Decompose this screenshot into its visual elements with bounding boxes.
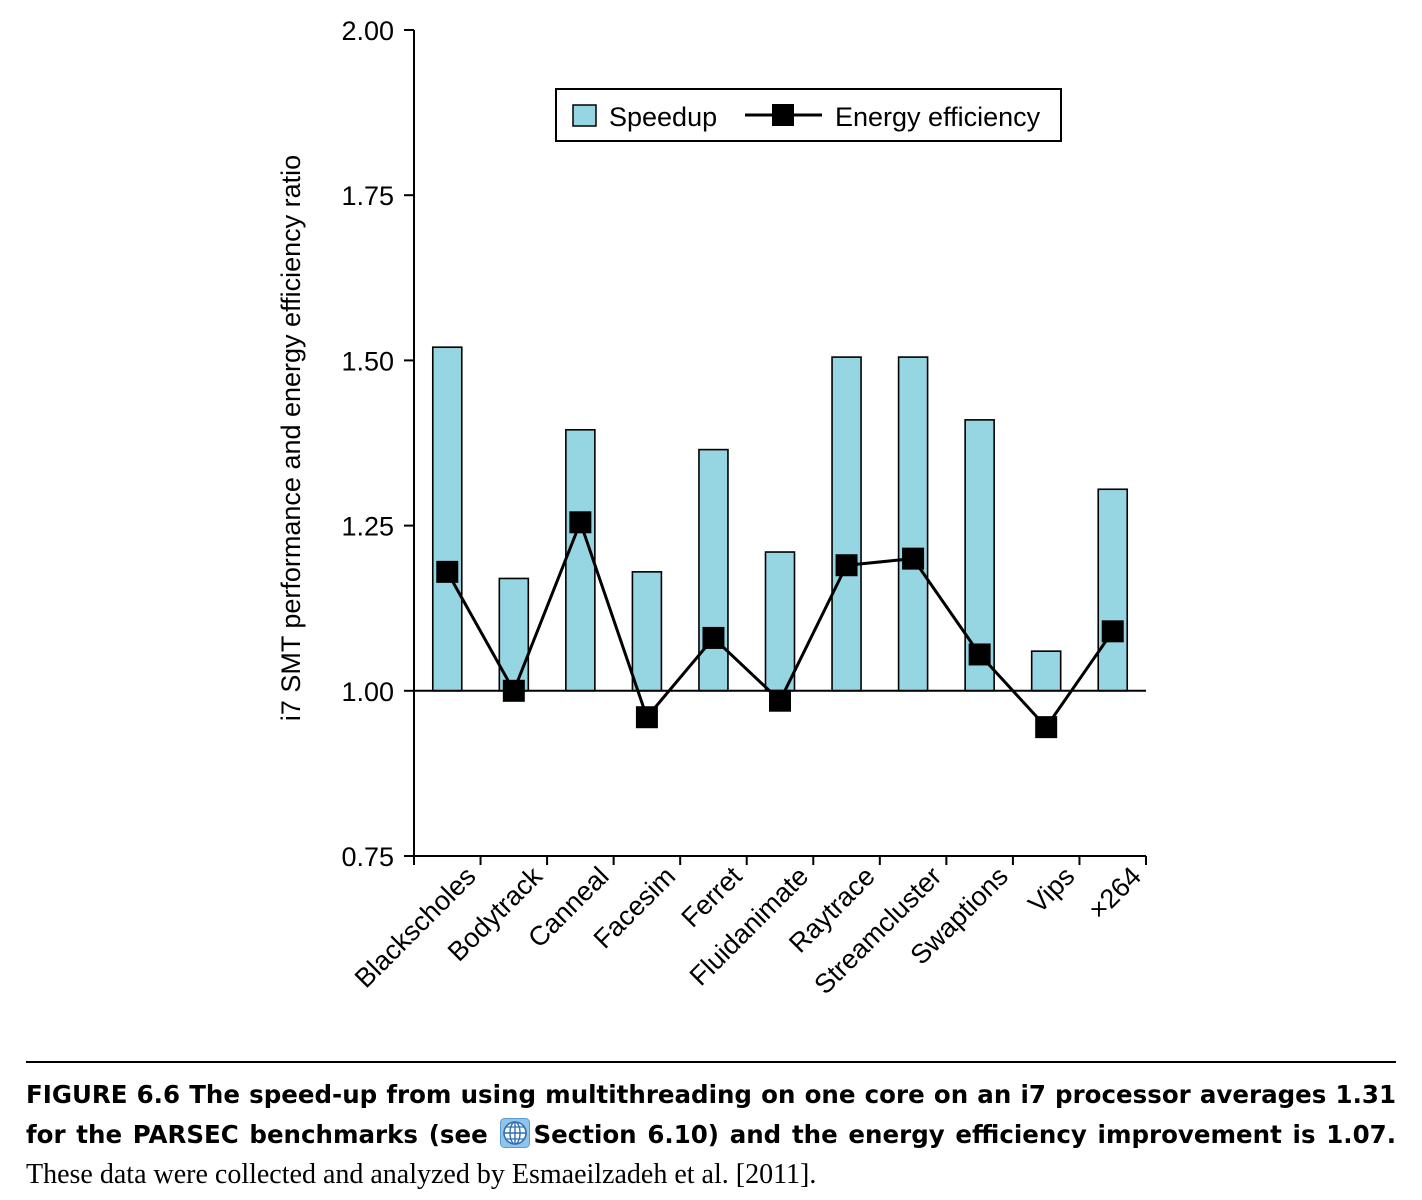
y-axis: 0.75 1.00 1.25 1.50 1.75 2.00: [341, 16, 415, 872]
legend-speedup-label: Speedup: [609, 102, 717, 132]
energy-efficiency-marker-7: [902, 547, 925, 570]
y-tick-label: 1.50: [341, 346, 394, 376]
y-tick-label: 1.00: [341, 677, 394, 707]
energy-efficiency-marker-0: [436, 560, 459, 583]
energy-efficiency-marker-2: [569, 511, 592, 534]
x-category-label: ×264: [1083, 861, 1147, 925]
speedup-bar-2: [565, 428, 596, 692]
y-axis-title: i7 SMT performance and energy efficiency…: [276, 155, 306, 721]
x-category-label: Vips: [1022, 861, 1080, 919]
speedup-bars: [431, 346, 1129, 692]
y-tick-label: 1.75: [341, 181, 394, 211]
energy-efficiency-marker-1: [502, 679, 525, 702]
legend: Speedup Energy efficiency: [555, 88, 1062, 142]
x-axis: BlackscholesBodytrackCannealFacesimFerre…: [349, 855, 1147, 1000]
caption-rule: [26, 1061, 1396, 1063]
energy-efficiency-marker-9: [1035, 716, 1058, 739]
legend-energy-marker: [772, 104, 794, 126]
caption-tail: These data were collected and analyzed b…: [26, 1159, 817, 1190]
speedup-bar-7: [897, 356, 929, 692]
speedup-bar-10: [1097, 488, 1129, 692]
energy-efficiency-marker-3: [635, 706, 658, 729]
energy-efficiency-marker-6: [835, 554, 858, 577]
figure-caption: FIGURE 6.6 The speed-up from using multi…: [26, 1074, 1396, 1194]
speedup-bar-5: [764, 551, 796, 692]
speedup-bar-9: [1030, 650, 1062, 692]
y-tick-label: 2.00: [341, 16, 394, 46]
chart: 0.75 1.00 1.25 1.50 1.75 2.00 BlackscholesBod…: [276, 16, 1147, 1000]
speedup-bar-4: [698, 448, 729, 692]
legend-energy-label: Energy efficiency: [835, 102, 1041, 132]
energy-efficiency-marker-4: [702, 626, 725, 649]
globe-icon[interactable]: [500, 1118, 531, 1148]
energy-efficiency-marker-8: [968, 643, 991, 666]
speedup-bar-3: [631, 571, 663, 692]
speedup-bar-0: [431, 346, 463, 692]
y-tick-label: 1.25: [341, 512, 394, 542]
caption-lead-start: FIGURE 6.6 The speed-up from using multi…: [26, 1080, 1396, 1149]
y-tick-label: 0.75: [341, 842, 394, 872]
speedup-bar-6: [831, 356, 862, 692]
caption-lead-end: Section 6.10) and the energy efficiency …: [533, 1120, 1397, 1149]
energy-efficiency-line: [436, 511, 1124, 739]
energy-efficiency-marker-10: [1101, 620, 1124, 643]
legend-speedup-swatch: [572, 104, 597, 127]
energy-efficiency-marker-5: [769, 689, 791, 712]
